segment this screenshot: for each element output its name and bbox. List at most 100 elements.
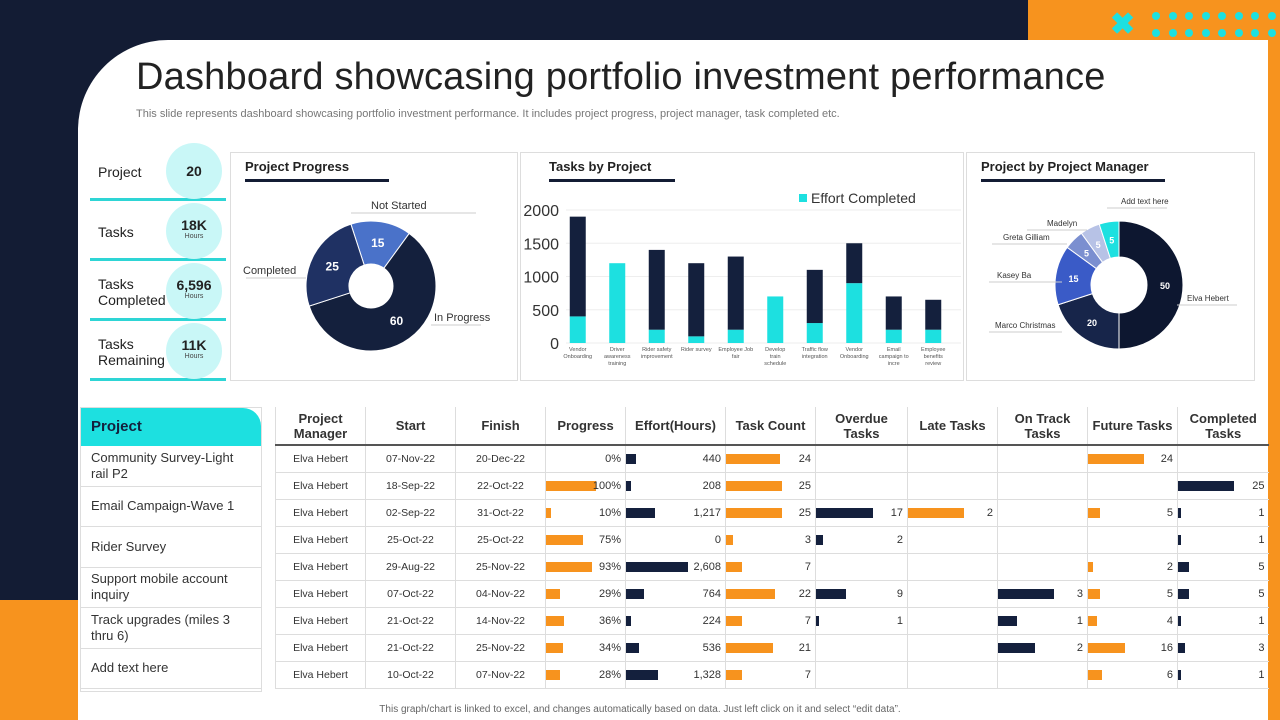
bar-effort-completed[interactable] xyxy=(648,329,665,343)
column-header[interactable]: Overdue Tasks xyxy=(815,407,908,446)
column-header[interactable]: Future Tasks xyxy=(1087,407,1178,446)
table-row[interactable]: Elva Hebert 21-Oct-22 25-Nov-22 34% 536 21 2 16… xyxy=(275,634,1269,662)
table-cell xyxy=(815,661,908,689)
x-tick-label: Email campaign to incre xyxy=(879,347,909,367)
table-row[interactable]: Elva Hebert 21-Oct-22 14-Nov-22 36% 224 7 1 1 4 1 xyxy=(275,607,1269,635)
bar-effort-remaining[interactable] xyxy=(569,216,586,317)
tasks-by-project-chart[interactable]: 0 500 1000 1500 2000 Vendor Onboarding Driver aw… xyxy=(521,153,965,382)
data-bar xyxy=(546,588,561,599)
table-cell: Elva Hebert xyxy=(275,472,366,500)
table-row[interactable]: Elva Hebert 18-Sep-22 22-Oct-22 100% 208 25 25 xyxy=(275,472,1269,500)
table-row[interactable]: Elva Hebert 07-Nov-22 20-Dec-22 0% 440 24 24 xyxy=(275,445,1269,473)
data-bar xyxy=(626,669,658,680)
data-bar xyxy=(726,480,782,491)
bar-effort-completed[interactable] xyxy=(569,316,586,343)
decor-dot xyxy=(1201,12,1210,20)
column-header[interactable]: Task Count xyxy=(725,407,816,446)
column-header[interactable]: On Track Tasks xyxy=(997,407,1088,446)
table-row[interactable]: Elva Hebert 29-Aug-22 25-Nov-22 93% 2,608 7 2 5 xyxy=(275,553,1269,581)
table-cell: 1 xyxy=(1177,526,1269,554)
donut-slice[interactable] xyxy=(1118,220,1184,350)
project-list-item[interactable]: Track upgrades (miles 3 thru 6) xyxy=(81,608,261,649)
cell-value: 208 xyxy=(702,479,721,492)
bar-effort-remaining[interactable] xyxy=(688,263,705,337)
data-bar xyxy=(1088,588,1100,599)
table-cell: 1 xyxy=(1177,499,1269,527)
project-progress-chart[interactable]: 15 Not Started 60 In Progress 25 Completed xyxy=(231,153,519,382)
project-list-item[interactable]: Support mobile account inquiry xyxy=(81,568,261,608)
x-tick-label: Develop train schedule xyxy=(764,347,786,367)
bar-effort-completed[interactable] xyxy=(925,329,942,343)
table-cell: 3 xyxy=(997,580,1088,608)
table-cell: 25-Oct-22 xyxy=(455,526,546,554)
project-manager-chart[interactable]: 50 Elva Hebert 20 Marco Christmas 15 Kasey Ba… xyxy=(967,153,1256,382)
table-cell: 9 xyxy=(815,580,908,608)
bar-effort-remaining[interactable] xyxy=(806,269,823,324)
data-bar xyxy=(1088,669,1102,680)
table-row[interactable]: Elva Hebert 25-Oct-22 25-Oct-22 75% 0 3 2 1 xyxy=(275,526,1269,554)
slice-value-label: 5 xyxy=(1096,240,1101,250)
data-bar xyxy=(998,615,1017,626)
bar-effort-completed[interactable] xyxy=(609,263,626,343)
table-cell: 4 xyxy=(1087,607,1178,635)
decor-orange-block xyxy=(0,600,90,720)
cell-value: 29% xyxy=(598,587,621,600)
data-bar xyxy=(726,669,742,680)
cell-value: 34% xyxy=(598,641,621,654)
table-cell: 25 xyxy=(725,472,816,500)
legend-swatch xyxy=(799,194,807,202)
cell-value: 1 xyxy=(896,614,903,627)
donut-slice[interactable] xyxy=(305,223,365,307)
cell-value: 5 xyxy=(1258,560,1265,573)
table-row[interactable]: Elva Hebert 10-Oct-22 07-Nov-22 28% 1,328 7 6 1 xyxy=(275,661,1269,689)
bar-effort-remaining[interactable] xyxy=(925,299,942,330)
slice-value-label: 15 xyxy=(1069,274,1079,284)
bar-effort-remaining[interactable] xyxy=(727,256,744,330)
column-header[interactable]: Start xyxy=(365,407,456,446)
bar-effort-completed[interactable] xyxy=(767,296,784,343)
project-list-item[interactable]: Add text here xyxy=(81,649,261,689)
donut-slice[interactable] xyxy=(1098,220,1120,259)
data-bar xyxy=(1178,588,1190,599)
table-row[interactable]: Elva Hebert 02-Sep-22 31-Oct-22 10% 1,217 25 1… xyxy=(275,499,1269,527)
kpi-label: Tasks xyxy=(98,224,134,240)
column-header[interactable]: Progress xyxy=(545,407,626,446)
column-header[interactable]: Effort(Hours) xyxy=(625,407,726,446)
cell-value: 5 xyxy=(1258,587,1265,600)
table-cell: 764 xyxy=(625,580,726,608)
cell-value: 2,608 xyxy=(693,560,721,573)
data-bar xyxy=(1088,561,1093,572)
cell-value: 93% xyxy=(598,560,621,573)
cell-value: 6 xyxy=(1166,668,1173,681)
bar-effort-completed[interactable] xyxy=(727,329,744,343)
data-bar xyxy=(1178,507,1181,518)
project-list-item[interactable]: Rider Survey xyxy=(81,527,261,568)
column-header[interactable]: Completed Tasks xyxy=(1177,407,1269,446)
table-cell: 3 xyxy=(1177,634,1269,662)
column-header[interactable]: Late Tasks xyxy=(907,407,998,446)
table-cell: 07-Oct-22 xyxy=(365,580,456,608)
data-bar xyxy=(1088,615,1098,626)
project-list-item[interactable]: Community Survey-Light rail P2 xyxy=(81,446,261,487)
data-bar xyxy=(546,561,593,572)
data-bar xyxy=(726,588,776,599)
table-cell: 07-Nov-22 xyxy=(455,661,546,689)
bar-effort-completed[interactable] xyxy=(806,323,823,343)
decor-dot xyxy=(1168,12,1177,20)
project-list-item[interactable]: Email Campaign-Wave 1 xyxy=(81,487,261,527)
table-cell: 21-Oct-22 xyxy=(365,607,456,635)
column-header[interactable]: Finish xyxy=(455,407,546,446)
bar-effort-completed[interactable] xyxy=(688,336,705,343)
cell-value: 1,217 xyxy=(693,506,721,519)
donut-slice[interactable] xyxy=(308,232,437,352)
cell-value: 1 xyxy=(1258,506,1265,519)
bar-effort-remaining[interactable] xyxy=(648,249,665,330)
bar-effort-completed[interactable] xyxy=(846,283,863,343)
column-header[interactable]: Project Manager xyxy=(275,407,366,446)
table-cell: Elva Hebert xyxy=(275,580,366,608)
table-row[interactable]: Elva Hebert 07-Oct-22 04-Nov-22 29% 764 22 9 3 5… xyxy=(275,580,1269,608)
bar-effort-completed[interactable] xyxy=(885,329,902,343)
bar-effort-remaining[interactable] xyxy=(846,243,863,284)
donut-slice[interactable] xyxy=(1057,293,1120,350)
bar-effort-remaining[interactable] xyxy=(885,296,902,330)
